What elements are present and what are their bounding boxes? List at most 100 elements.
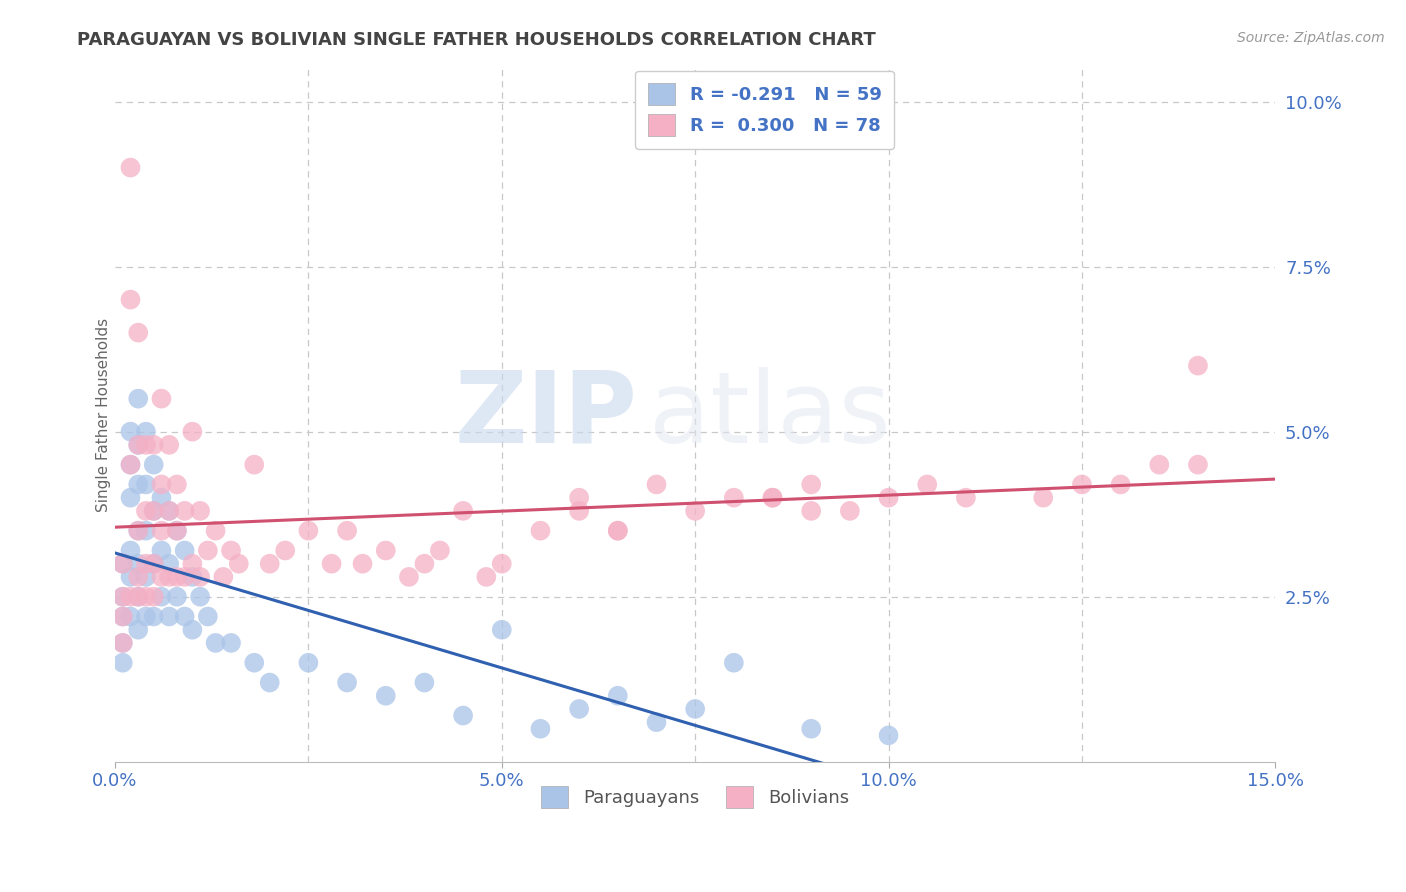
Point	[150, 543, 173, 558]
Point	[111, 590, 134, 604]
Point	[181, 623, 204, 637]
Point	[173, 543, 195, 558]
Point	[204, 636, 226, 650]
Point	[166, 524, 188, 538]
Point	[838, 504, 860, 518]
Point	[761, 491, 783, 505]
Point	[135, 438, 157, 452]
Point	[529, 524, 551, 538]
Point	[111, 590, 134, 604]
Point	[166, 477, 188, 491]
Point	[297, 524, 319, 538]
Point	[127, 326, 149, 340]
Point	[157, 570, 180, 584]
Point	[157, 438, 180, 452]
Point	[606, 689, 628, 703]
Point	[127, 524, 149, 538]
Point	[142, 557, 165, 571]
Point	[197, 609, 219, 624]
Point	[181, 557, 204, 571]
Point	[529, 722, 551, 736]
Point	[491, 557, 513, 571]
Point	[111, 636, 134, 650]
Point	[683, 702, 706, 716]
Point	[127, 557, 149, 571]
Point	[142, 557, 165, 571]
Point	[142, 590, 165, 604]
Point	[761, 491, 783, 505]
Point	[127, 524, 149, 538]
Point	[1187, 359, 1209, 373]
Point	[1071, 477, 1094, 491]
Point	[120, 491, 142, 505]
Point	[243, 656, 266, 670]
Point	[150, 392, 173, 406]
Point	[111, 557, 134, 571]
Point	[413, 557, 436, 571]
Point	[127, 438, 149, 452]
Point	[877, 491, 900, 505]
Point	[1032, 491, 1054, 505]
Point	[336, 524, 359, 538]
Point	[157, 557, 180, 571]
Point	[429, 543, 451, 558]
Point	[188, 590, 211, 604]
Point	[1109, 477, 1132, 491]
Point	[127, 392, 149, 406]
Text: ZIP: ZIP	[454, 367, 637, 464]
Point	[150, 570, 173, 584]
Point	[111, 557, 134, 571]
Point	[219, 636, 242, 650]
Point	[451, 504, 474, 518]
Point	[259, 557, 281, 571]
Point	[120, 609, 142, 624]
Point	[111, 656, 134, 670]
Point	[188, 570, 211, 584]
Legend: Paraguayans, Bolivians: Paraguayans, Bolivians	[534, 779, 856, 815]
Point	[683, 504, 706, 518]
Point	[197, 543, 219, 558]
Point	[374, 689, 396, 703]
Point	[127, 623, 149, 637]
Point	[135, 425, 157, 439]
Point	[111, 636, 134, 650]
Point	[135, 477, 157, 491]
Point	[645, 477, 668, 491]
Point	[173, 570, 195, 584]
Point	[606, 524, 628, 538]
Point	[374, 543, 396, 558]
Point	[1149, 458, 1171, 472]
Point	[173, 504, 195, 518]
Point	[188, 504, 211, 518]
Point	[228, 557, 250, 571]
Point	[150, 491, 173, 505]
Point	[150, 590, 173, 604]
Text: atlas: atlas	[648, 367, 890, 464]
Point	[157, 609, 180, 624]
Point	[336, 675, 359, 690]
Point	[120, 161, 142, 175]
Point	[568, 504, 591, 518]
Point	[135, 570, 157, 584]
Point	[204, 524, 226, 538]
Point	[142, 458, 165, 472]
Point	[800, 722, 823, 736]
Point	[120, 425, 142, 439]
Point	[451, 708, 474, 723]
Point	[135, 504, 157, 518]
Point	[321, 557, 343, 571]
Point	[219, 543, 242, 558]
Point	[173, 609, 195, 624]
Point	[297, 656, 319, 670]
Point	[212, 570, 235, 584]
Point	[243, 458, 266, 472]
Point	[135, 590, 157, 604]
Point	[120, 570, 142, 584]
Point	[142, 438, 165, 452]
Point	[127, 590, 149, 604]
Point	[157, 504, 180, 518]
Point	[135, 524, 157, 538]
Point	[142, 504, 165, 518]
Point	[568, 491, 591, 505]
Point	[127, 590, 149, 604]
